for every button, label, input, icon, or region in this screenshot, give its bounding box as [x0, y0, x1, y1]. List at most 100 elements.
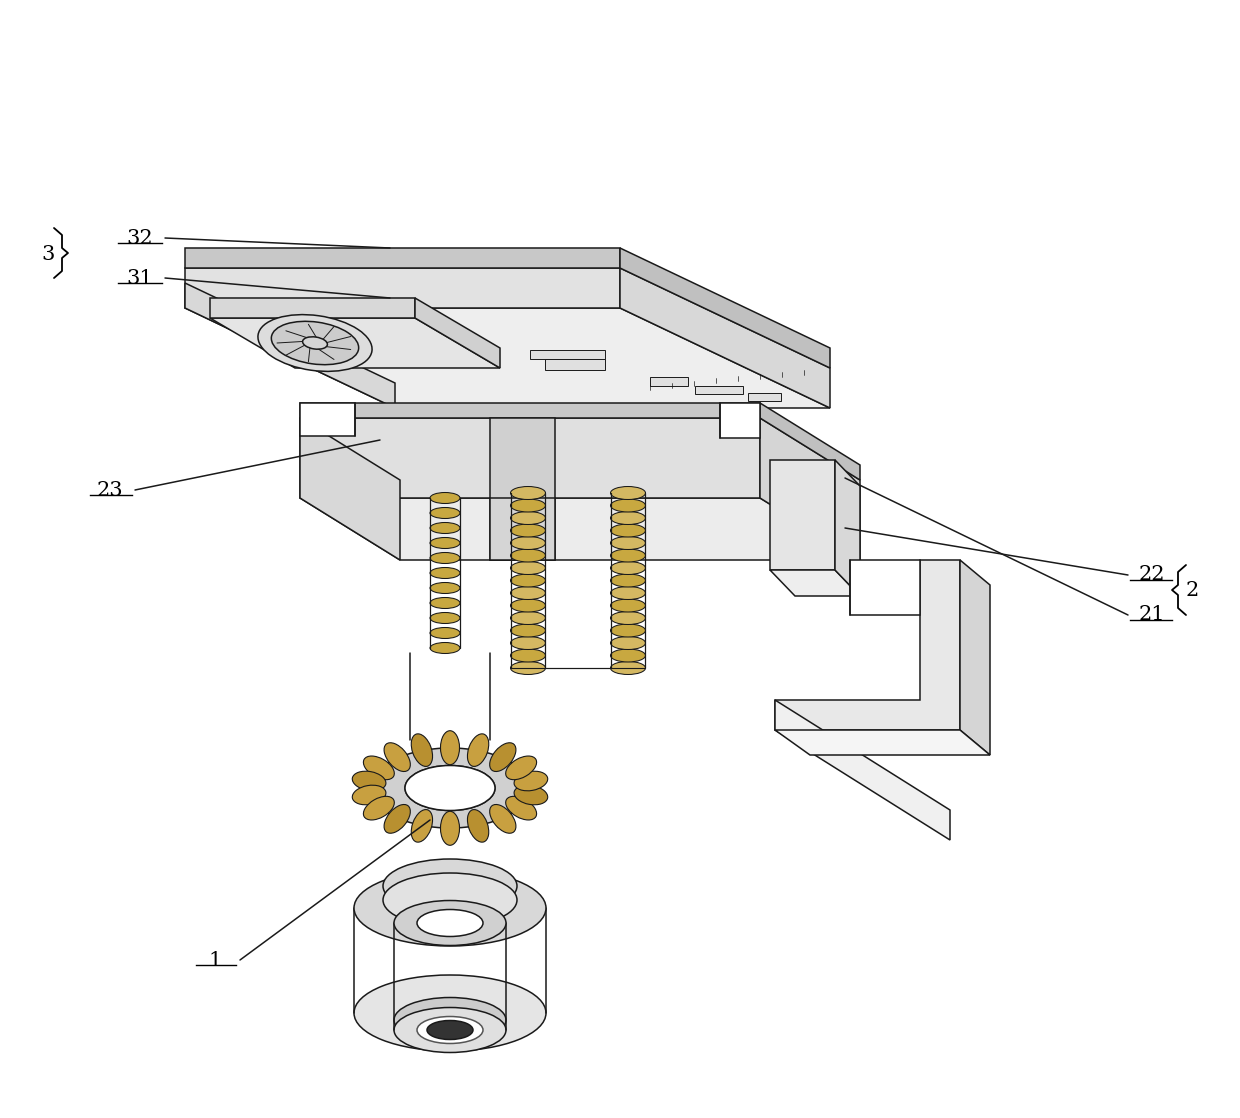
- Polygon shape: [620, 268, 830, 408]
- Polygon shape: [185, 307, 830, 408]
- Ellipse shape: [515, 785, 548, 805]
- Ellipse shape: [430, 493, 460, 503]
- Ellipse shape: [430, 552, 460, 563]
- Ellipse shape: [610, 587, 646, 599]
- Ellipse shape: [303, 337, 327, 349]
- Polygon shape: [210, 318, 500, 368]
- Ellipse shape: [511, 587, 546, 599]
- Ellipse shape: [427, 1021, 472, 1040]
- Ellipse shape: [430, 508, 460, 519]
- Ellipse shape: [272, 321, 358, 364]
- Ellipse shape: [430, 582, 460, 594]
- Ellipse shape: [363, 796, 394, 819]
- Ellipse shape: [383, 859, 517, 913]
- Ellipse shape: [511, 624, 546, 637]
- Bar: [694, 386, 743, 394]
- Ellipse shape: [394, 1007, 506, 1052]
- Polygon shape: [300, 418, 760, 498]
- Ellipse shape: [371, 748, 529, 828]
- Polygon shape: [775, 560, 960, 730]
- Polygon shape: [415, 299, 500, 368]
- Ellipse shape: [506, 796, 537, 819]
- Ellipse shape: [394, 900, 506, 946]
- Polygon shape: [760, 418, 861, 560]
- Polygon shape: [300, 498, 861, 560]
- Ellipse shape: [511, 662, 546, 674]
- Polygon shape: [300, 402, 760, 418]
- Ellipse shape: [511, 574, 546, 587]
- Ellipse shape: [511, 636, 546, 650]
- Ellipse shape: [412, 733, 433, 767]
- Ellipse shape: [467, 809, 489, 842]
- Text: 3: 3: [41, 246, 55, 265]
- Ellipse shape: [430, 538, 460, 549]
- Text: 22: 22: [1138, 566, 1166, 585]
- Ellipse shape: [258, 314, 372, 371]
- Ellipse shape: [506, 756, 537, 779]
- Ellipse shape: [430, 568, 460, 578]
- Ellipse shape: [353, 975, 546, 1051]
- Bar: [650, 377, 688, 386]
- Ellipse shape: [352, 785, 386, 805]
- Ellipse shape: [610, 662, 646, 674]
- Ellipse shape: [511, 599, 546, 612]
- Ellipse shape: [490, 805, 516, 833]
- Ellipse shape: [511, 512, 546, 524]
- Ellipse shape: [430, 627, 460, 638]
- Ellipse shape: [352, 771, 386, 790]
- Text: 31: 31: [126, 268, 154, 287]
- Ellipse shape: [384, 805, 410, 833]
- Text: 2: 2: [1185, 581, 1199, 600]
- Ellipse shape: [610, 624, 646, 637]
- Polygon shape: [185, 268, 620, 307]
- Polygon shape: [835, 459, 861, 596]
- Polygon shape: [185, 283, 396, 408]
- Ellipse shape: [430, 613, 460, 624]
- Ellipse shape: [440, 731, 460, 765]
- Bar: [546, 359, 605, 370]
- Ellipse shape: [417, 1016, 484, 1043]
- Ellipse shape: [363, 756, 394, 779]
- Text: 1: 1: [208, 950, 222, 969]
- Ellipse shape: [511, 499, 546, 512]
- Ellipse shape: [467, 733, 489, 767]
- Ellipse shape: [417, 910, 484, 937]
- Polygon shape: [490, 418, 556, 560]
- Polygon shape: [760, 402, 861, 480]
- Ellipse shape: [384, 742, 410, 771]
- Ellipse shape: [440, 812, 460, 845]
- Ellipse shape: [430, 597, 460, 608]
- Ellipse shape: [610, 636, 646, 650]
- Polygon shape: [185, 248, 620, 268]
- Polygon shape: [620, 248, 830, 368]
- Polygon shape: [770, 459, 835, 570]
- Polygon shape: [720, 402, 760, 438]
- Ellipse shape: [511, 650, 546, 662]
- Polygon shape: [300, 402, 355, 436]
- Ellipse shape: [430, 522, 460, 533]
- Text: 23: 23: [97, 481, 123, 500]
- Ellipse shape: [610, 537, 646, 550]
- Ellipse shape: [412, 809, 433, 842]
- Ellipse shape: [405, 766, 495, 811]
- Ellipse shape: [490, 742, 516, 771]
- Ellipse shape: [511, 524, 546, 537]
- Ellipse shape: [610, 561, 646, 575]
- Polygon shape: [300, 418, 401, 560]
- Polygon shape: [490, 498, 556, 560]
- Ellipse shape: [610, 524, 646, 537]
- Ellipse shape: [610, 512, 646, 524]
- Ellipse shape: [511, 537, 546, 550]
- Polygon shape: [210, 299, 415, 318]
- Ellipse shape: [353, 870, 546, 946]
- Ellipse shape: [383, 873, 517, 927]
- Polygon shape: [960, 560, 990, 755]
- Ellipse shape: [610, 549, 646, 562]
- Ellipse shape: [430, 643, 460, 654]
- Polygon shape: [775, 730, 990, 755]
- Polygon shape: [775, 700, 950, 840]
- Bar: [529, 350, 605, 359]
- Ellipse shape: [610, 486, 646, 500]
- Ellipse shape: [394, 997, 506, 1042]
- Bar: [748, 394, 781, 401]
